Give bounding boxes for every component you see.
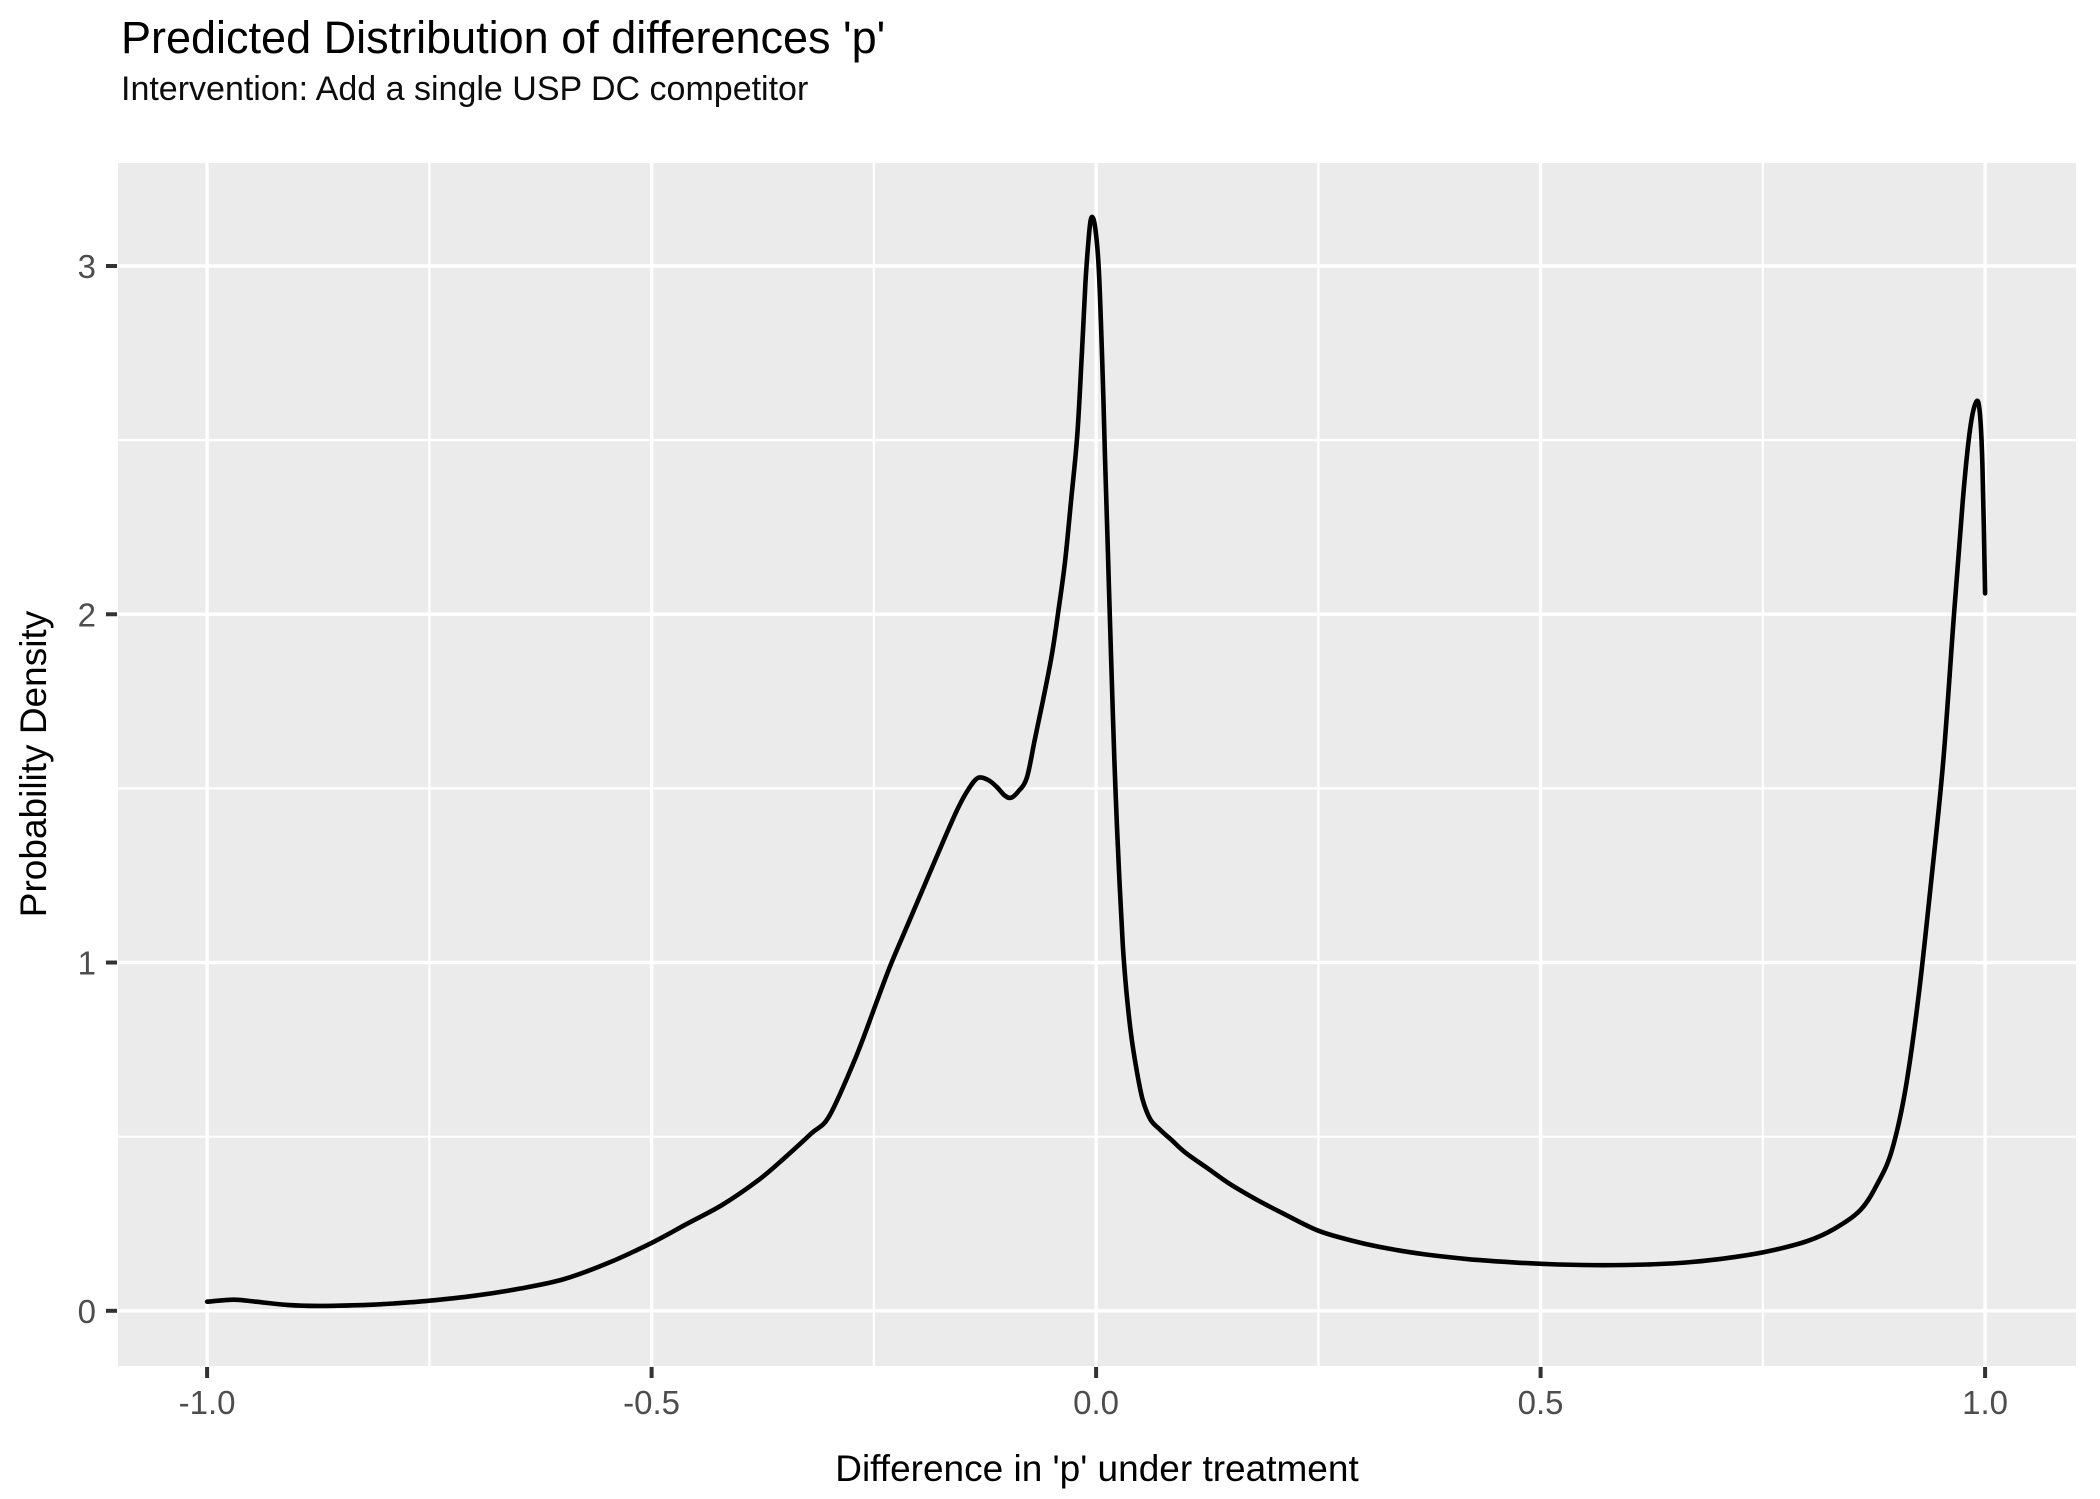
y-tick-label: 2 [78, 596, 96, 633]
y-tick-label: 1 [78, 945, 96, 982]
y-tick-label: 0 [78, 1293, 96, 1330]
x-tick-label: -0.5 [623, 1384, 680, 1421]
plot-subtitle: Intervention: Add a single USP DC compet… [121, 70, 809, 108]
density-curve [204, 214, 1988, 1309]
y-axis-title: Probability Density [13, 610, 54, 918]
x-tick-label: -1.0 [179, 1384, 236, 1421]
y-tick-label: 3 [78, 248, 96, 285]
plot-title: Predicted Distribution of differences 'p… [121, 12, 886, 63]
x-tick-label: 0.0 [1073, 1384, 1119, 1421]
x-tick-label: 1.0 [1962, 1384, 2008, 1421]
x-tick-label: 0.5 [1518, 1384, 1564, 1421]
x-axis-title: Difference in 'p' under treatment [835, 1448, 1359, 1489]
